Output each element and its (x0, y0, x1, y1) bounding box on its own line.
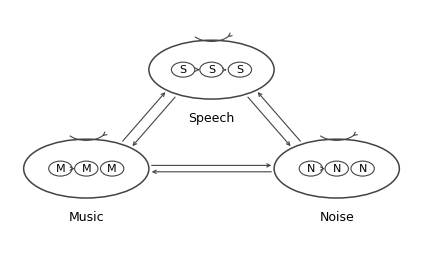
Text: M: M (107, 164, 117, 174)
Text: Noise: Noise (319, 211, 354, 224)
Text: Speech: Speech (188, 112, 235, 125)
Circle shape (200, 62, 223, 77)
Text: M: M (82, 164, 91, 174)
Circle shape (325, 161, 349, 176)
Text: S: S (236, 65, 244, 75)
Circle shape (49, 161, 72, 176)
Text: N: N (358, 164, 367, 174)
Text: M: M (55, 164, 65, 174)
Circle shape (228, 62, 252, 77)
Text: S: S (208, 65, 215, 75)
Text: N: N (307, 164, 315, 174)
Circle shape (74, 161, 98, 176)
Circle shape (171, 62, 195, 77)
Circle shape (100, 161, 124, 176)
Circle shape (299, 161, 323, 176)
Text: Music: Music (69, 211, 104, 224)
Text: N: N (332, 164, 341, 174)
Text: S: S (179, 65, 187, 75)
Circle shape (351, 161, 374, 176)
